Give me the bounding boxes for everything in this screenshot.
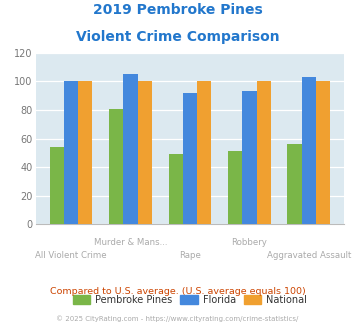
Bar bbox=[316, 82, 330, 224]
Legend: Pembroke Pines, Florida, National: Pembroke Pines, Florida, National bbox=[69, 291, 311, 309]
Bar bbox=[242, 91, 257, 224]
Text: All Violent Crime: All Violent Crime bbox=[35, 251, 107, 260]
Text: Compared to U.S. average. (U.S. average equals 100): Compared to U.S. average. (U.S. average … bbox=[50, 287, 305, 296]
Bar bbox=[228, 151, 242, 224]
Bar bbox=[183, 93, 197, 224]
Bar bbox=[50, 147, 64, 224]
Bar bbox=[138, 82, 152, 224]
Text: Murder & Mans...: Murder & Mans... bbox=[94, 238, 167, 247]
Text: Rape: Rape bbox=[179, 251, 201, 260]
Bar bbox=[78, 82, 92, 224]
Text: 2019 Pembroke Pines: 2019 Pembroke Pines bbox=[93, 3, 262, 17]
Bar bbox=[288, 144, 302, 224]
Text: Violent Crime Comparison: Violent Crime Comparison bbox=[76, 30, 279, 44]
Bar bbox=[257, 82, 271, 224]
Bar bbox=[123, 74, 138, 224]
Bar bbox=[109, 109, 123, 224]
Text: Aggravated Assault: Aggravated Assault bbox=[267, 251, 351, 260]
Bar bbox=[169, 154, 183, 224]
Text: Robbery: Robbery bbox=[231, 238, 267, 247]
Text: © 2025 CityRating.com - https://www.cityrating.com/crime-statistics/: © 2025 CityRating.com - https://www.city… bbox=[56, 315, 299, 322]
Bar bbox=[302, 77, 316, 224]
Bar bbox=[197, 82, 211, 224]
Bar bbox=[64, 82, 78, 224]
